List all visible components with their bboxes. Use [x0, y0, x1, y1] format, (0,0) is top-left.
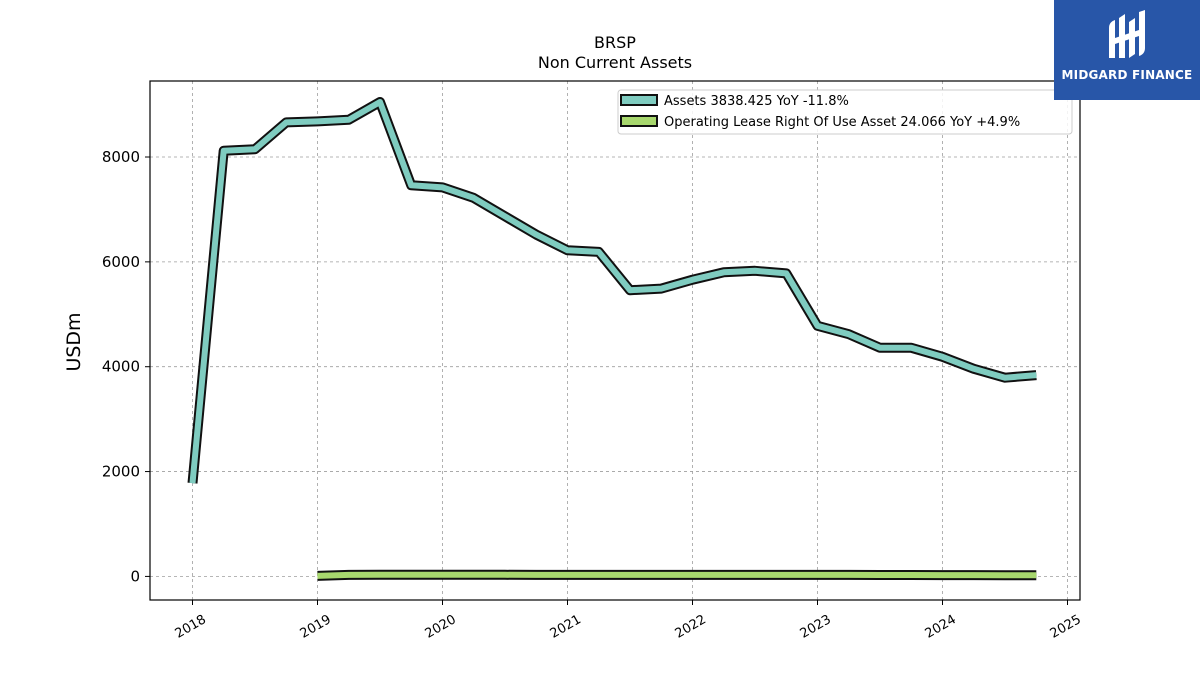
brand-name: MIDGARD FINANCE: [1061, 68, 1193, 82]
data-point: [223, 150, 225, 152]
series-line: [189, 99, 1037, 484]
x-tick-label: 2023: [798, 612, 834, 642]
data-point: [473, 197, 475, 199]
data-point: [817, 325, 818, 327]
data-point: [629, 289, 631, 291]
data-point: [973, 574, 975, 576]
x-tick-label: 2020: [423, 612, 459, 642]
data-point: [379, 101, 381, 103]
data-point: [660, 288, 662, 290]
data-point: [598, 574, 600, 576]
data-point: [317, 575, 318, 577]
data-point: [348, 119, 350, 121]
data-point: [379, 574, 381, 576]
data-point: [442, 186, 443, 188]
data-point: [879, 347, 881, 349]
data-point: [567, 249, 568, 251]
data-point: [942, 574, 943, 576]
data-point: [285, 121, 287, 123]
series-line-outline: [187, 97, 1037, 484]
data-point: [848, 333, 850, 335]
data-point: [535, 574, 537, 576]
data-point: [692, 574, 693, 576]
data-point: [442, 574, 443, 576]
y-tick-label: 2000: [102, 463, 140, 481]
data-point: [1004, 377, 1006, 379]
series-layer: [187, 97, 1037, 581]
series-assets: [187, 97, 1037, 484]
data-point: [879, 574, 881, 576]
data-point: [1004, 574, 1006, 576]
data-point: [504, 574, 506, 576]
legend-label: Assets 3838.425 YoY -11.8%: [664, 94, 849, 109]
data-point: [317, 120, 318, 122]
data-point: [754, 574, 756, 576]
brand-logo: MIDGARD FINANCE: [1054, 0, 1200, 100]
data-point: [910, 574, 912, 576]
data-point: [473, 574, 475, 576]
data-point: [692, 279, 693, 281]
x-tick-label: 2019: [298, 612, 334, 642]
data-point: [567, 574, 568, 576]
series-line: [317, 571, 1037, 579]
x-tick-label: 2018: [173, 612, 209, 642]
y-axis-label: USDm: [63, 312, 85, 371]
legend-swatch: [620, 94, 658, 106]
data-point: [410, 574, 412, 576]
data-point: [629, 574, 631, 576]
data-point: [1035, 574, 1037, 576]
chart-title: BRSP: [594, 33, 636, 52]
y-tick-label: 8000: [102, 148, 140, 166]
legend: Assets 3838.425 YoY -11.8% Operating Leas…: [617, 89, 1073, 135]
chart-subtitle: Non Current Assets: [538, 53, 692, 72]
legend-label: Operating Lease Right Of Use Asset 24.06…: [664, 115, 1020, 130]
y-tick-label: 6000: [102, 253, 140, 271]
data-point: [848, 574, 850, 576]
axes: 0 2000 4000 6000 8000 2018 2019 2020 2021 2022 202…: [102, 148, 1084, 642]
midgard-logo-icon: [1109, 10, 1145, 58]
data-point: [942, 356, 943, 358]
data-point: [723, 574, 725, 576]
data-point: [817, 574, 818, 576]
y-tick-label: 0: [130, 567, 140, 585]
data-point: [910, 347, 912, 349]
series-operating-lease: [317, 569, 1037, 581]
legend-swatch: [620, 115, 658, 127]
y-tick-label: 4000: [102, 358, 140, 376]
data-point: [504, 215, 506, 217]
grid: [150, 81, 1080, 600]
data-point: [598, 251, 600, 253]
data-point: [254, 148, 256, 150]
data-point: [348, 574, 350, 576]
x-tick-label: 2022: [673, 612, 709, 642]
x-tick-label: 2024: [923, 612, 959, 642]
data-point: [754, 270, 756, 272]
legend-box: [617, 89, 1073, 135]
x-tick-label: 2025: [1048, 612, 1084, 642]
data-point: [723, 271, 725, 273]
data-point: [535, 234, 537, 236]
data-point: [785, 574, 787, 576]
x-tick-label: 2021: [548, 612, 584, 642]
plot-frame: [149, 80, 1081, 601]
data-point: [973, 368, 975, 370]
data-point: [1035, 374, 1037, 376]
data-point: [660, 574, 662, 576]
data-point: [785, 272, 787, 274]
data-point: [192, 482, 193, 484]
data-point: [410, 184, 412, 186]
